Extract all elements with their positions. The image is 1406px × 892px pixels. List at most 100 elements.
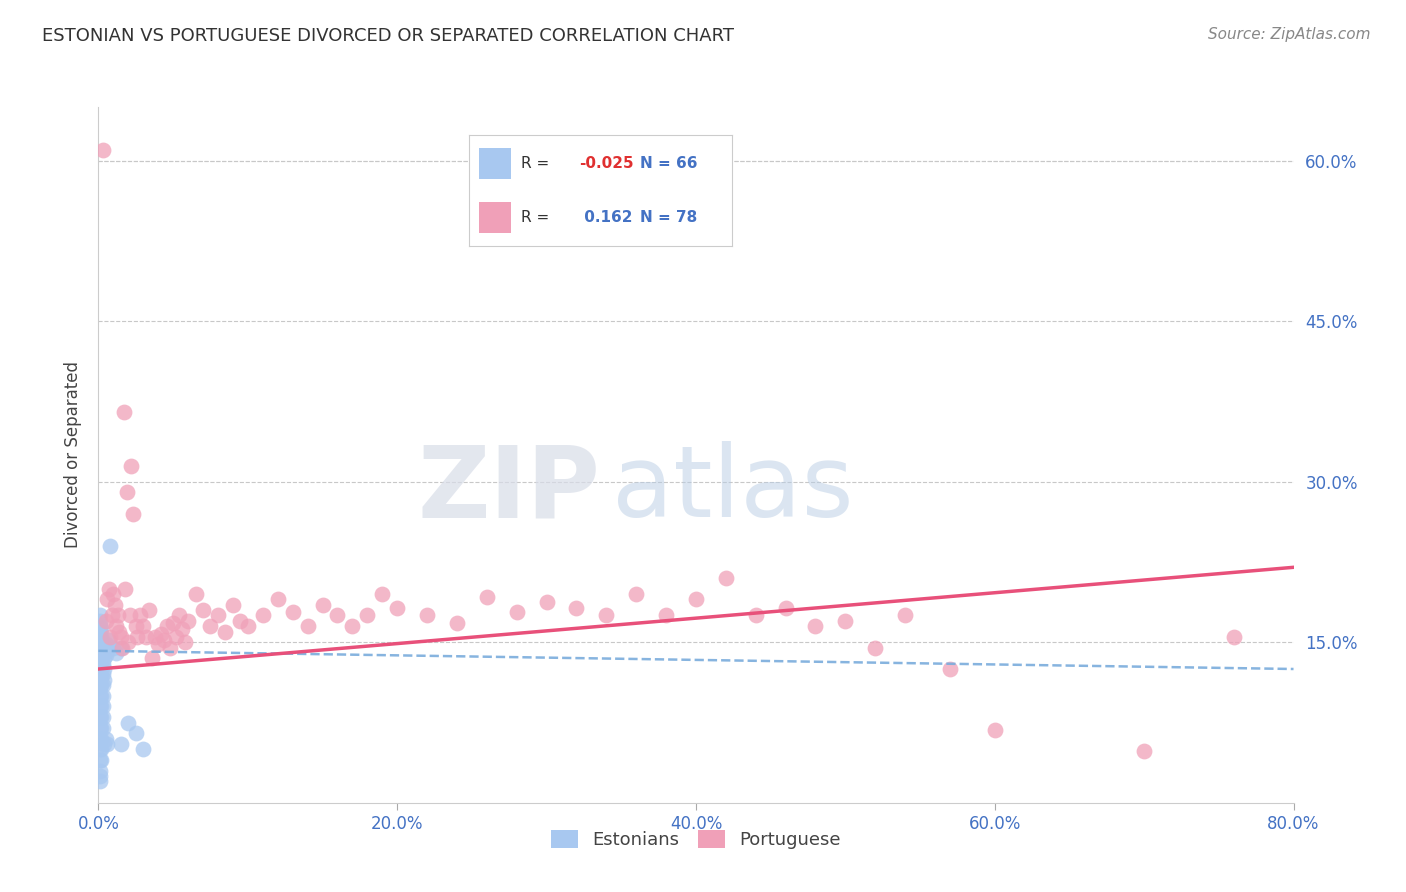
Text: Source: ZipAtlas.com: Source: ZipAtlas.com (1208, 27, 1371, 42)
Point (89, 710, 111, 724)
Point (804, 619, 827, 633)
Point (125, 619, 148, 633)
Point (89, 651, 111, 665)
Point (655, 608, 678, 623)
Point (385, 601, 409, 615)
Point (745, 608, 768, 623)
Point (90, 721, 112, 735)
Point (143, 630, 166, 644)
Point (96, 592, 118, 607)
Point (90, 742, 112, 756)
Point (110, 640, 132, 655)
Point (132, 742, 155, 756)
Point (90, 651, 112, 665)
Point (91, 143, 114, 157)
Point (127, 630, 149, 644)
Point (90, 623, 112, 637)
Point (121, 507, 143, 521)
Point (714, 571, 737, 585)
Point (90, 669, 112, 683)
Point (120, 458, 142, 473)
Point (536, 594, 558, 608)
Point (89, 673, 111, 687)
Point (311, 598, 333, 612)
Point (565, 601, 588, 615)
Point (229, 614, 252, 628)
Text: ESTONIAN VS PORTUGUESE DIVORCED OR SEPARATED CORRELATION CHART: ESTONIAN VS PORTUGUESE DIVORCED OR SEPAR… (42, 27, 734, 45)
Point (98, 630, 122, 644)
Point (94, 731, 117, 746)
Legend: Estonians, Portuguese: Estonians, Portuguese (544, 822, 848, 856)
Point (94, 614, 117, 628)
Point (165, 630, 187, 644)
Point (94, 648, 117, 662)
Point (103, 640, 125, 655)
Point (595, 608, 617, 623)
Point (90, 678, 112, 692)
Point (97, 633, 120, 648)
Point (91, 699, 114, 714)
Point (162, 615, 184, 630)
Point (207, 608, 229, 623)
Point (89, 689, 111, 703)
Point (89, 774, 111, 789)
Point (93, 640, 115, 655)
Point (108, 624, 131, 639)
Point (626, 587, 648, 601)
Point (110, 737, 132, 751)
Point (91, 721, 114, 735)
Point (371, 587, 394, 601)
Point (89, 646, 111, 660)
Point (110, 630, 132, 644)
Point (91, 646, 114, 660)
Point (236, 619, 259, 633)
Point (89, 662, 111, 676)
Point (267, 592, 290, 607)
Point (103, 587, 125, 601)
Point (174, 635, 197, 649)
Point (342, 619, 364, 633)
Point (118, 608, 141, 623)
Point (117, 715, 139, 730)
Point (834, 614, 856, 628)
Y-axis label: Divorced or Separated: Divorced or Separated (65, 361, 83, 549)
Point (865, 640, 887, 655)
Point (200, 619, 222, 633)
Point (125, 726, 148, 740)
Point (177, 614, 200, 628)
Point (96, 737, 118, 751)
Point (475, 591, 498, 605)
Point (138, 603, 160, 617)
Point (107, 608, 129, 623)
Point (1133, 744, 1156, 758)
Point (101, 608, 124, 623)
Point (89, 667, 111, 681)
Text: ZIP: ZIP (418, 442, 600, 538)
Point (93, 651, 115, 665)
Point (90, 753, 112, 767)
Point (89, 630, 111, 644)
Point (93, 737, 115, 751)
Point (129, 608, 152, 623)
Point (90, 640, 112, 655)
Point (148, 637, 170, 651)
Point (685, 592, 707, 607)
Point (117, 635, 139, 649)
Point (91, 667, 114, 681)
Point (326, 608, 349, 623)
Point (184, 587, 207, 601)
Point (89, 742, 111, 756)
Point (356, 608, 378, 623)
Point (89, 753, 111, 767)
Point (90, 731, 112, 746)
Point (105, 646, 128, 660)
Point (115, 485, 138, 500)
Point (94, 637, 117, 651)
Point (156, 619, 179, 633)
Point (90, 689, 112, 703)
Point (89, 680, 111, 694)
Point (90, 630, 112, 644)
Point (89, 608, 111, 623)
Point (89, 764, 111, 778)
Point (297, 619, 319, 633)
